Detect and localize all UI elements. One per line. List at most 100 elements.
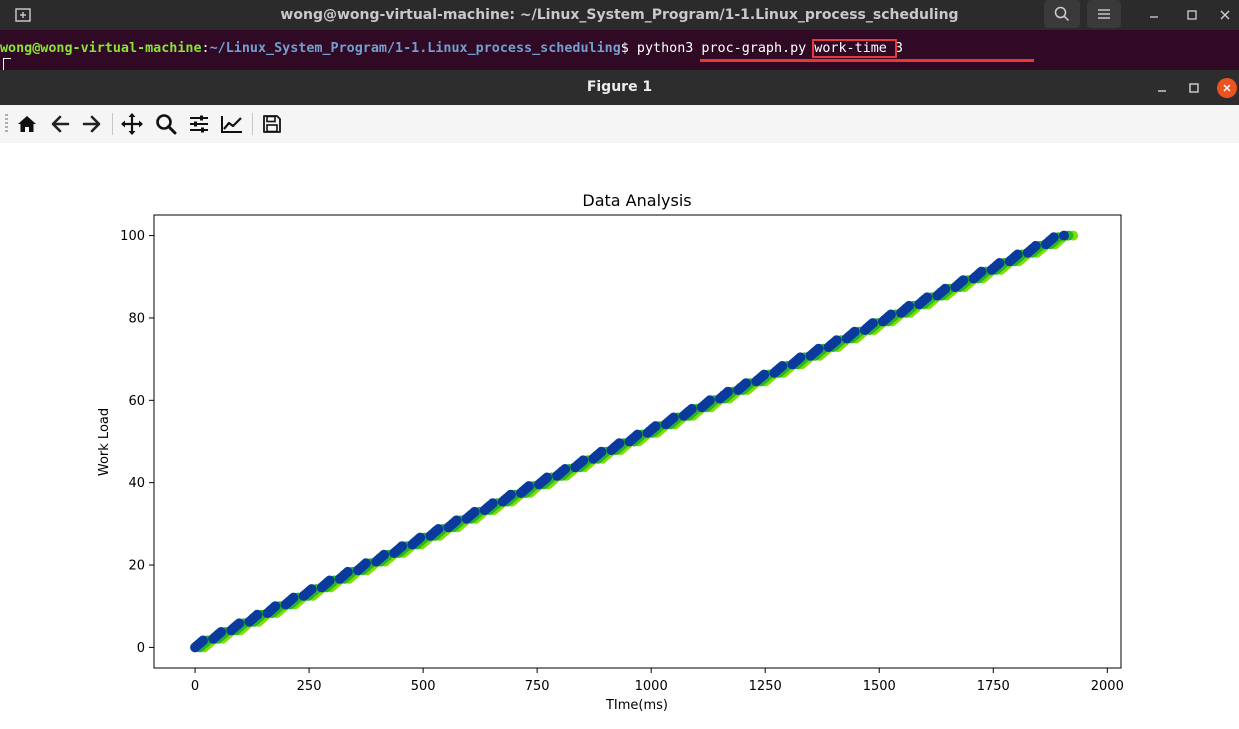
home-button[interactable]	[13, 111, 41, 137]
y-axis-label: Work Load	[97, 408, 112, 476]
edit-axis-button[interactable]	[218, 111, 246, 137]
zoom-button[interactable]	[152, 111, 180, 137]
data-point	[487, 498, 498, 509]
figure-minimize-button[interactable]	[1150, 70, 1174, 105]
command-text: python3 proc-graph.py	[628, 41, 815, 56]
forward-icon	[82, 115, 101, 133]
figure-maximize-button[interactable]	[1182, 70, 1206, 105]
maximize-icon	[1189, 82, 1199, 93]
data-point	[831, 335, 842, 346]
data-point	[433, 524, 444, 534]
data-point	[668, 412, 679, 423]
command-highlighted-argument: work-time	[812, 39, 897, 58]
new-tab-icon	[15, 8, 31, 22]
figure-close-button[interactable]	[1216, 70, 1238, 105]
data-point	[741, 378, 752, 389]
terminal-maximize-button[interactable]	[1178, 0, 1206, 30]
data-point	[469, 506, 480, 517]
configure-subplots-button[interactable]	[185, 111, 213, 137]
series-3-points	[190, 230, 1069, 653]
command-argument-value: 3	[894, 41, 903, 56]
data-point	[976, 266, 987, 277]
data-point	[686, 403, 697, 414]
terminal-search-button[interactable]	[1044, 0, 1080, 28]
x-tick-label: 1750	[977, 679, 1010, 694]
data-point	[1048, 232, 1059, 243]
data-point	[252, 609, 263, 620]
data-point	[342, 566, 353, 577]
data-point	[397, 541, 408, 552]
command-underline-annotation	[700, 59, 1034, 62]
data-point	[650, 421, 661, 432]
data-point	[1030, 240, 1041, 251]
y-tick-label: 60	[128, 394, 145, 409]
terminal-menu-button[interactable]	[1087, 0, 1121, 28]
configure-subplots-icon	[190, 115, 208, 133]
data-point	[198, 635, 208, 646]
data-point	[523, 481, 534, 492]
y-tick-label: 20	[128, 559, 145, 574]
zoom-icon	[156, 114, 177, 135]
close-icon	[1223, 83, 1231, 92]
forward-button[interactable]	[78, 111, 106, 137]
save-icon	[263, 115, 281, 133]
data-point	[958, 275, 969, 286]
prompt-path: ~/Linux_System_Program/1-1.Linux_process…	[209, 41, 621, 56]
data-point	[632, 429, 643, 440]
x-tick-label: 250	[297, 679, 322, 694]
y-tick-label: 0	[137, 641, 145, 656]
hamburger-menu-icon	[1098, 9, 1110, 19]
minimize-icon	[1158, 89, 1166, 92]
data-point	[216, 627, 227, 637]
terminal-titlebar: wong@wong-virtual-machine: ~/Linux_Syste…	[0, 0, 1239, 30]
data-point	[560, 464, 571, 474]
back-icon	[51, 115, 70, 133]
new-tab-button[interactable]	[6, 0, 40, 30]
matplotlib-toolbar	[0, 105, 1239, 144]
x-tick-label: 1000	[635, 679, 668, 694]
figure-window-title: Figure 1	[586, 79, 653, 95]
terminal-body[interactable]: wong@wong-virtual-machine:~/Linux_System…	[0, 30, 1239, 70]
data-point	[379, 549, 389, 560]
data-point	[306, 584, 317, 595]
save-button[interactable]	[258, 111, 286, 137]
x-tick-label: 1250	[749, 679, 782, 694]
toolbar-grip-handle[interactable]	[5, 114, 8, 134]
y-tick-label: 80	[128, 311, 145, 326]
data-point	[885, 309, 896, 320]
back-button[interactable]	[46, 111, 74, 137]
data-point	[904, 300, 914, 311]
scatter-chart: Data Analysis 0 250 500 750 1000 1250 1500 1750…	[97, 191, 1124, 713]
toolbar-separator	[112, 113, 113, 135]
terminal-minimize-button[interactable]	[1140, 0, 1168, 30]
toolbar-separator	[252, 113, 253, 135]
prompt-user: wong@wong-virtual-machine	[0, 41, 202, 56]
data-point	[1059, 230, 1069, 241]
home-icon	[18, 116, 36, 132]
data-point	[1012, 249, 1023, 260]
edit-axis-icon	[221, 116, 242, 133]
figure-canvas[interactable]: Data Analysis 0 250 500 750 1000 1250 1500 1750…	[0, 143, 1239, 725]
data-point	[922, 292, 933, 303]
figure-titlebar: Figure 1	[0, 70, 1239, 105]
data-point	[777, 361, 788, 371]
data-point	[614, 438, 625, 449]
data-point	[994, 258, 1005, 268]
prompt-colon: :	[201, 41, 210, 56]
x-axis-ticks: 0 250 500 750 1000 1250 1500 1750 2000	[191, 668, 1124, 694]
data-point	[578, 455, 589, 466]
terminal-close-button[interactable]	[1213, 0, 1237, 30]
data-point	[940, 283, 951, 294]
search-icon	[1054, 6, 1070, 22]
data-point	[795, 352, 806, 363]
data-point	[596, 446, 607, 457]
data-point	[234, 618, 245, 629]
pan-button[interactable]	[118, 111, 146, 137]
minimize-icon	[1150, 16, 1158, 18]
data-point	[288, 592, 299, 603]
data-point	[813, 343, 824, 354]
data-point	[723, 386, 733, 397]
y-tick-label: 100	[120, 229, 145, 244]
data-points	[190, 230, 1079, 653]
x-tick-label: 1500	[863, 679, 896, 694]
